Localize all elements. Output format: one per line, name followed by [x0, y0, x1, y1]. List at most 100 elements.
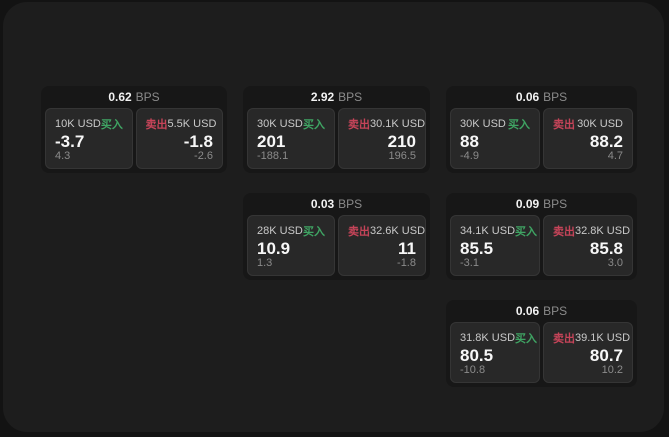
- sell-tile[interactable]: 卖出 32.6K USD 11 -1.8: [338, 215, 426, 276]
- buy-side-label: 买入: [303, 226, 325, 238]
- bps-unit-label: BPS: [543, 90, 568, 104]
- buy-tile[interactable]: 10K USD 买入 -3.7 4.3: [45, 108, 133, 169]
- buy-side-label: 买入: [303, 119, 325, 131]
- sell-side-label: 卖出: [145, 119, 168, 131]
- sell-delta: 4.7: [607, 150, 623, 162]
- sell-price: 11: [398, 238, 416, 258]
- buy-delta: -188.1: [257, 150, 289, 162]
- sell-side-label: 卖出: [553, 226, 575, 238]
- sell-tile-top: 卖出 30K USD: [553, 116, 623, 132]
- buy-delta: -3.1: [460, 257, 479, 269]
- bps-header: 0.06 BPS: [446, 86, 637, 108]
- bps-unit-label: BPS: [135, 90, 160, 104]
- sell-side-label: 卖出: [553, 119, 575, 131]
- sell-tile-top: 卖出 32.6K USD: [348, 223, 425, 239]
- sell-tile-top: 卖出 32.8K USD: [553, 223, 630, 239]
- bps-value: 2.92: [310, 90, 335, 104]
- sell-tile[interactable]: 卖出 30K USD 88.2 4.7: [543, 108, 633, 169]
- quote-card: 0.03 BPS 28K USD 买入 10.9 1.3 卖出 32.6K US…: [243, 193, 430, 280]
- card-body: 30K USD 买入 88 -4.9 卖出 30K USD 88.2 4.7: [446, 108, 637, 173]
- sell-tile-top: 卖出 30.1K USD: [348, 116, 425, 132]
- buy-tile-top: 30K USD 买入: [257, 116, 325, 132]
- sell-tile[interactable]: 卖出 32.8K USD 85.8 3.0: [543, 215, 633, 276]
- card-body: 10K USD 买入 -3.7 4.3 卖出 5.5K USD -1.8 -2.…: [41, 108, 227, 173]
- sell-side-label: 卖出: [348, 226, 370, 238]
- buy-price: 10.9: [257, 238, 291, 258]
- buy-side-label: 买入: [508, 119, 530, 131]
- buy-notional: 10K USD: [55, 118, 101, 130]
- buy-notional: 30K USD: [257, 118, 303, 130]
- bps-header: 0.09 BPS: [446, 193, 637, 215]
- quote-card: 2.92 BPS 30K USD 买入 201 -188.1 卖出 30.1K …: [243, 86, 430, 173]
- buy-delta: -10.8: [460, 364, 486, 376]
- buy-tile-top: 10K USD 买入: [55, 116, 123, 132]
- card-body: 34.1K USD 买入 85.5 -3.1 卖出 32.8K USD 85.8…: [446, 215, 637, 280]
- buy-tile-top: 28K USD 买入: [257, 223, 325, 239]
- sell-delta: -1.8: [397, 257, 416, 269]
- buy-side-label: 买入: [515, 226, 538, 238]
- buy-delta: 1.3: [257, 257, 273, 269]
- sell-tile[interactable]: 卖出 5.5K USD -1.8 -2.6: [135, 108, 223, 169]
- bps-header: 0.06 BPS: [446, 300, 637, 322]
- buy-side-label: 买入: [100, 119, 123, 131]
- buy-tile-top: 34.1K USD 买入: [460, 223, 537, 239]
- sell-side-label: 卖出: [348, 119, 370, 131]
- buy-notional: 34.1K USD: [460, 225, 516, 237]
- quote-board-window: 0.62 BPS 10K USD 买入 -3.7 4.3 卖出 5.5K USD: [3, 2, 664, 432]
- sell-notional: 32.6K USD: [370, 225, 426, 237]
- buy-tile-top: 30K USD 买入: [460, 116, 530, 132]
- buy-price: 80.5: [460, 345, 494, 365]
- sell-price: -1.8: [183, 131, 213, 151]
- bps-unit-label: BPS: [338, 90, 363, 104]
- sell-delta: 196.5: [388, 150, 416, 162]
- bps-unit-label: BPS: [338, 197, 363, 211]
- sell-tile-top: 卖出 39.1K USD: [553, 330, 630, 346]
- buy-notional: 31.8K USD: [460, 332, 516, 344]
- buy-tile[interactable]: 34.1K USD 买入 85.5 -3.1: [450, 215, 540, 276]
- buy-tile[interactable]: 28K USD 买入 10.9 1.3: [247, 215, 335, 276]
- sell-price: 210: [387, 131, 416, 151]
- sell-notional: 30.1K USD: [370, 118, 426, 130]
- sell-notional: 5.5K USD: [167, 118, 217, 130]
- buy-tile[interactable]: 31.8K USD 买入 80.5 -10.8: [450, 322, 540, 383]
- buy-delta: 4.3: [55, 150, 71, 162]
- sell-tile-top: 卖出 5.5K USD: [145, 116, 217, 132]
- sell-tile[interactable]: 卖出 30.1K USD 210 196.5: [338, 108, 426, 169]
- buy-tile[interactable]: 30K USD 买入 88 -4.9: [450, 108, 540, 169]
- bps-header: 2.92 BPS: [243, 86, 430, 108]
- quote-card-grid: 0.62 BPS 10K USD 买入 -3.7 4.3 卖出 5.5K USD: [41, 86, 637, 387]
- bps-header: 0.62 BPS: [41, 86, 227, 108]
- buy-tile[interactable]: 30K USD 买入 201 -188.1: [247, 108, 335, 169]
- quote-card: 0.06 BPS 30K USD 买入 88 -4.9 卖出 30K USD: [446, 86, 637, 173]
- bps-header: 0.03 BPS: [243, 193, 430, 215]
- bps-unit-label: BPS: [543, 304, 568, 318]
- sell-delta: 3.0: [607, 257, 623, 269]
- bps-value: 0.06: [515, 304, 540, 318]
- buy-notional: 30K USD: [460, 118, 506, 130]
- buy-notional: 28K USD: [257, 225, 303, 237]
- card-body: 28K USD 买入 10.9 1.3 卖出 32.6K USD 11 -1.8: [243, 215, 430, 280]
- quote-card: 0.06 BPS 31.8K USD 买入 80.5 -10.8 卖出 39.1…: [446, 300, 637, 387]
- buy-side-label: 买入: [515, 333, 538, 345]
- sell-notional: 39.1K USD: [575, 332, 631, 344]
- buy-price: 85.5: [460, 238, 494, 258]
- card-body: 31.8K USD 买入 80.5 -10.8 卖出 39.1K USD 80.…: [446, 322, 637, 387]
- sell-notional: 32.8K USD: [575, 225, 631, 237]
- bps-value: 0.06: [515, 90, 540, 104]
- bps-value: 0.09: [515, 197, 540, 211]
- bps-value: 0.62: [108, 90, 132, 104]
- bps-value: 0.03: [310, 197, 335, 211]
- card-body: 30K USD 买入 201 -188.1 卖出 30.1K USD 210 1…: [243, 108, 430, 173]
- sell-delta: -2.6: [194, 150, 213, 162]
- sell-price: 85.8: [589, 238, 623, 258]
- sell-side-label: 卖出: [553, 333, 575, 345]
- buy-tile-top: 31.8K USD 买入: [460, 330, 537, 346]
- sell-tile[interactable]: 卖出 39.1K USD 80.7 10.2: [543, 322, 633, 383]
- buy-price: 88: [460, 131, 479, 151]
- sell-notional: 30K USD: [577, 118, 623, 130]
- quote-card: 0.62 BPS 10K USD 买入 -3.7 4.3 卖出 5.5K USD: [41, 86, 227, 173]
- bps-unit-label: BPS: [543, 197, 568, 211]
- sell-price: 88.2: [589, 131, 623, 151]
- sell-delta: 10.2: [601, 364, 623, 376]
- buy-price: -3.7: [55, 131, 85, 151]
